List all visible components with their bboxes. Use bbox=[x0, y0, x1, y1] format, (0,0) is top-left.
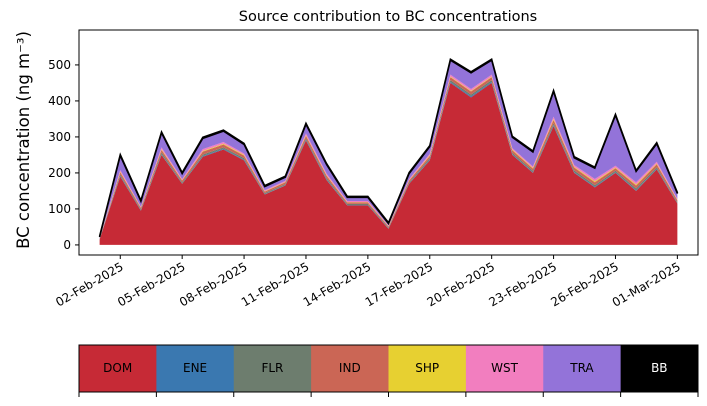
y-tick-label: 300 bbox=[48, 130, 71, 144]
y-tick-label: 400 bbox=[48, 94, 71, 108]
legend-swatch bbox=[156, 345, 235, 392]
legend: DOM ENE FLR IND SHP WST TRA BB bbox=[78, 344, 699, 397]
legend-label: IND bbox=[339, 361, 361, 375]
y-axis-label: BC concentration (ng m⁻³) bbox=[14, 31, 33, 249]
y-tick-label: 100 bbox=[48, 202, 71, 216]
legend-label: BB bbox=[651, 361, 667, 375]
area bbox=[99, 82, 678, 245]
legend-swatch bbox=[79, 345, 157, 392]
legend-frame bbox=[78, 344, 699, 393]
x-tick-label: 08-Feb-2025 bbox=[177, 259, 250, 309]
x-tick-label: 23-Feb-2025 bbox=[486, 259, 559, 309]
x-tick-label: 14-Feb-2025 bbox=[301, 259, 374, 309]
legend-swatch bbox=[311, 345, 389, 392]
legend-swatch bbox=[233, 345, 312, 392]
legend-swatch bbox=[465, 345, 544, 392]
legend-label: ENE bbox=[183, 361, 207, 375]
x-tick-label: 02-Feb-2025 bbox=[53, 259, 126, 309]
area bbox=[98, 57, 679, 238]
plot-frame bbox=[78, 29, 699, 256]
x-tick-label: 20-Feb-2025 bbox=[425, 259, 498, 309]
legend-label: WST bbox=[491, 361, 518, 375]
y-tick-label: 500 bbox=[48, 58, 71, 72]
legend-label: SHP bbox=[415, 361, 439, 375]
legend-label: DOM bbox=[103, 361, 132, 375]
legend-swatch bbox=[388, 345, 467, 392]
x-tick-label: 11-Feb-2025 bbox=[239, 259, 312, 309]
legend-label: FLR bbox=[261, 361, 283, 375]
y-tick-label: 200 bbox=[48, 166, 71, 180]
x-tick-label: 17-Feb-2025 bbox=[363, 259, 436, 309]
x-tick-label: 01-Mar-2025 bbox=[610, 259, 683, 309]
legend-swatch bbox=[620, 345, 699, 392]
y-tick-label: 0 bbox=[63, 238, 71, 252]
x-tick-label: 26-Feb-2025 bbox=[548, 259, 621, 309]
legend-label: TRA bbox=[569, 361, 594, 375]
legend-swatch bbox=[543, 345, 622, 392]
chart-title: Source contribution to BC concentrations bbox=[239, 9, 537, 25]
plot-area bbox=[98, 57, 679, 245]
x-tick-label: 05-Feb-2025 bbox=[115, 259, 188, 309]
